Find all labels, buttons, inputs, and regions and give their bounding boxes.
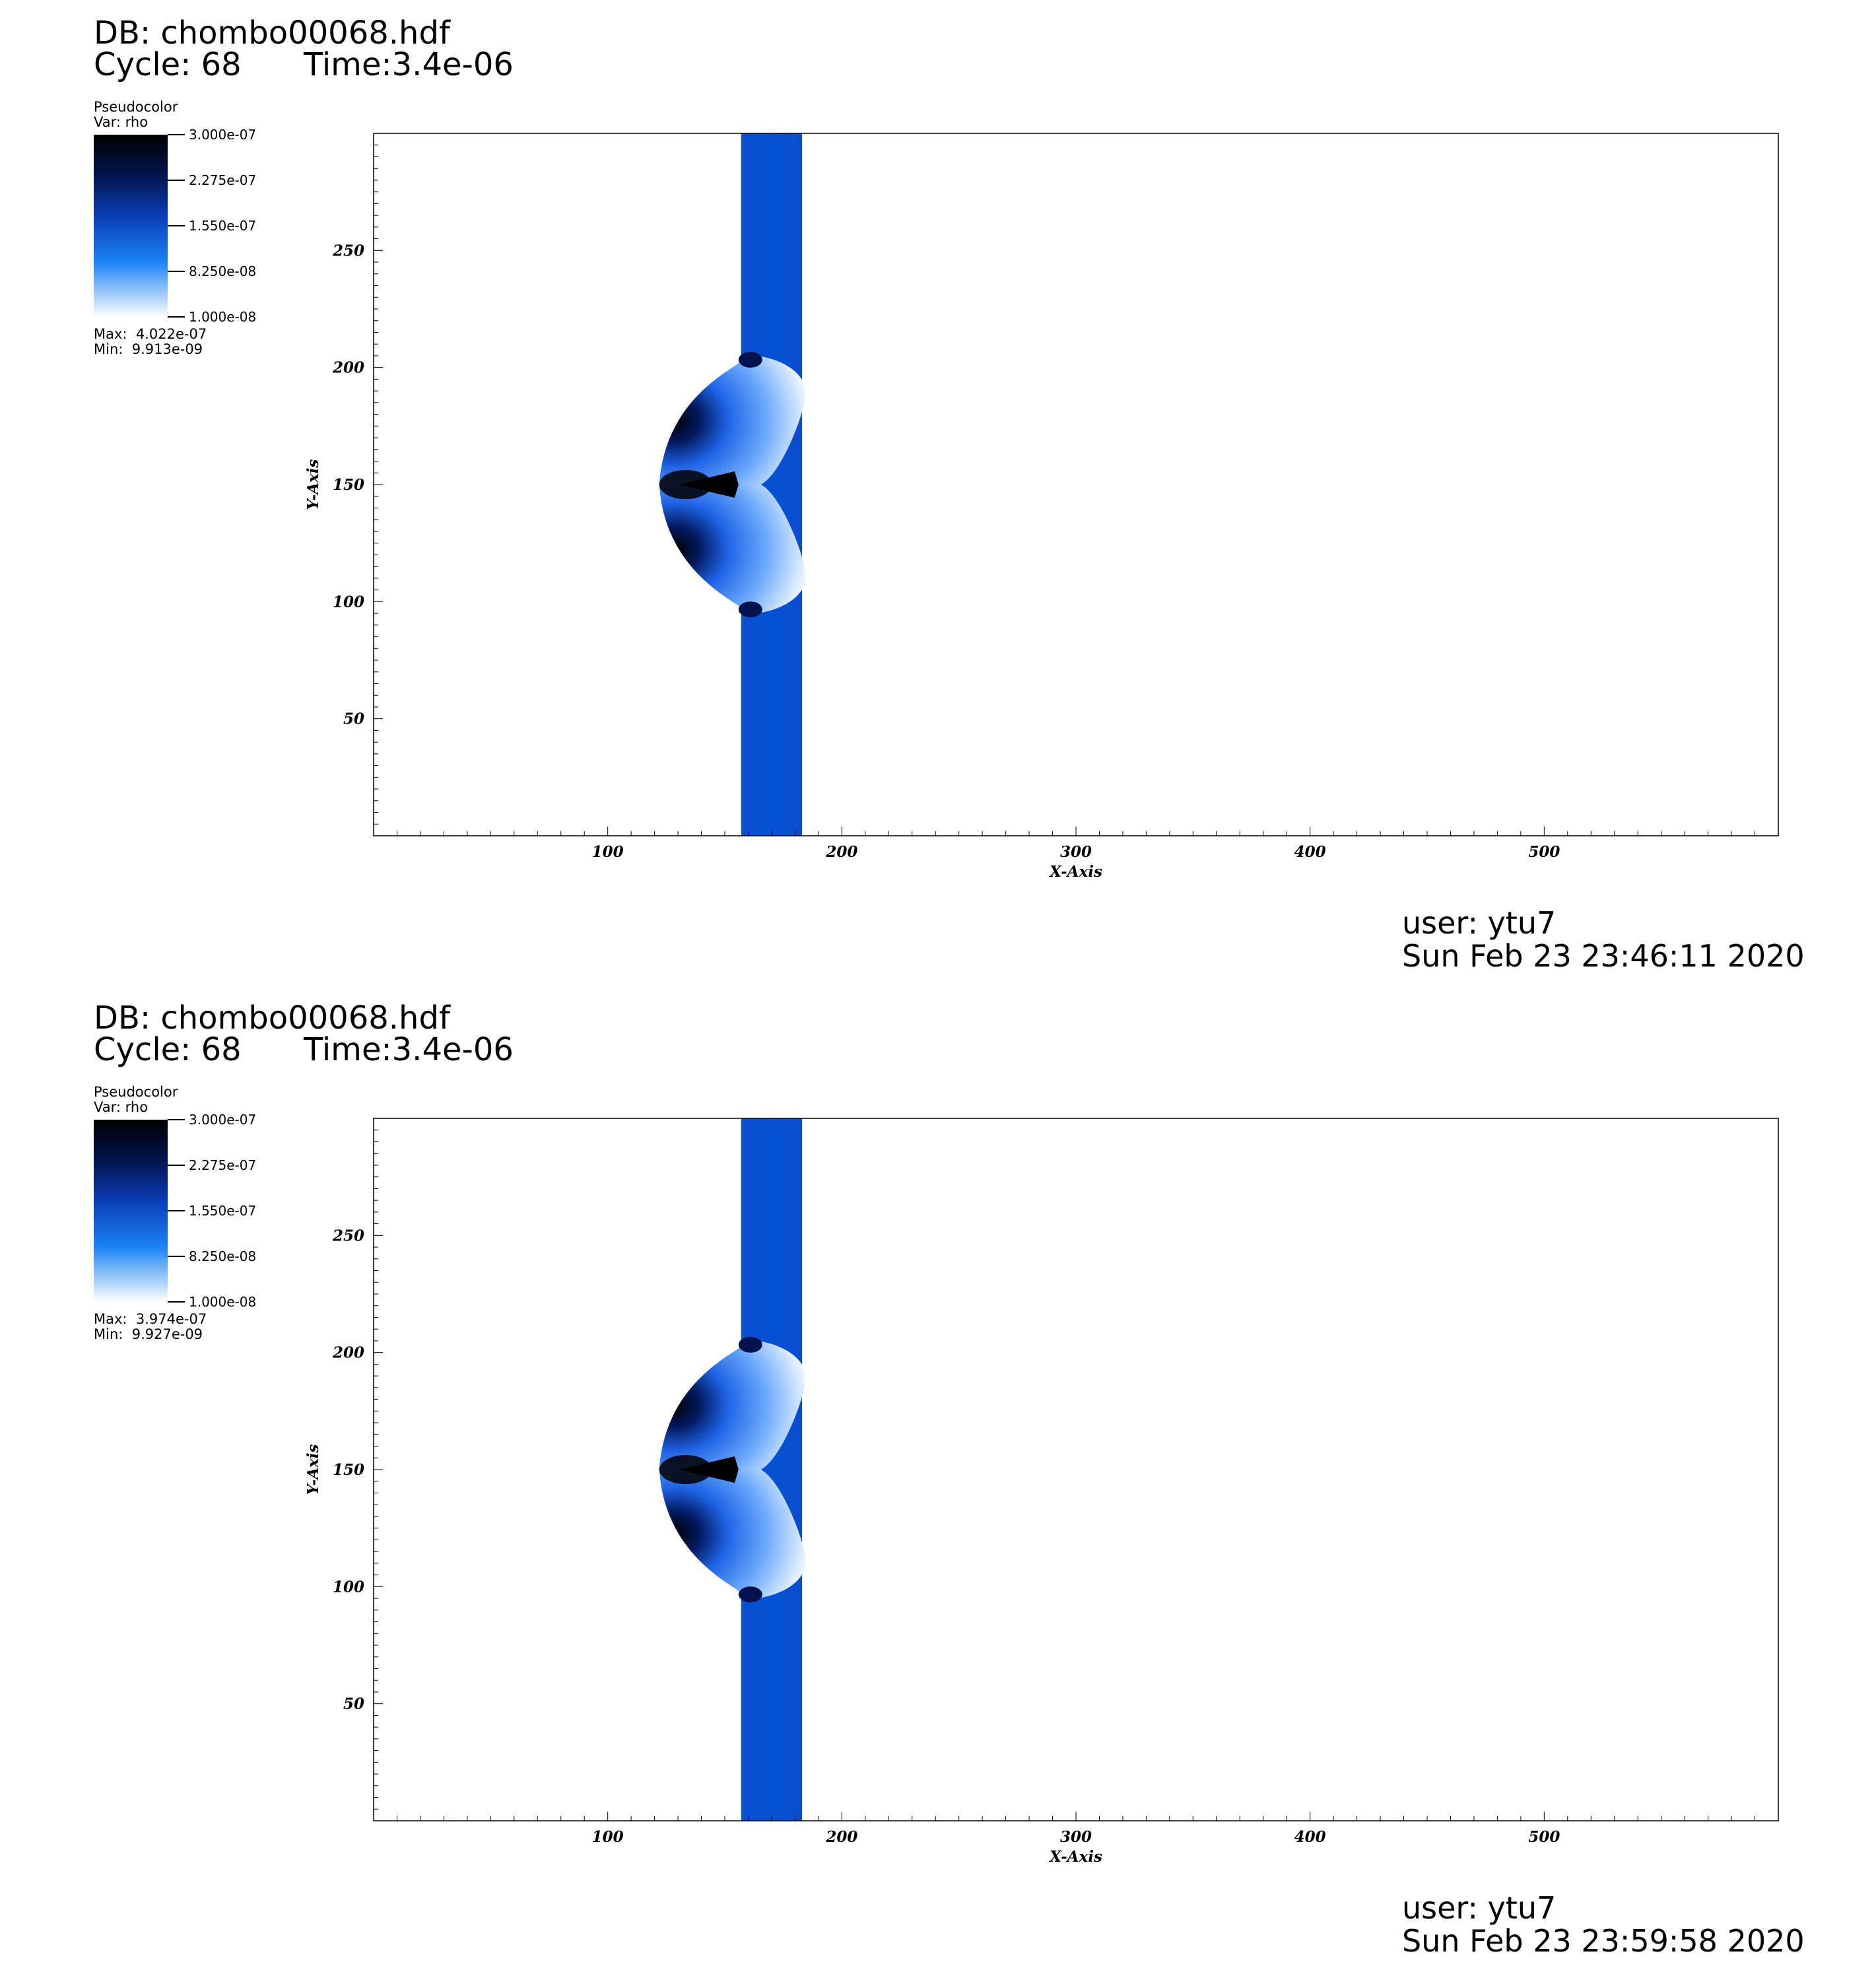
colorbar-tick xyxy=(168,1256,185,1257)
y-tick-label: 200 xyxy=(332,1344,364,1362)
heatmap-plot: 100 200 300 400 500 50 100 150 200 250 X-Axis Y-Axi… xyxy=(304,1118,1779,1866)
dense-cusp-upper xyxy=(738,1336,762,1353)
y-tick-label: 150 xyxy=(333,1461,364,1479)
colorbar-tick xyxy=(168,1301,185,1303)
y-tick-label: 100 xyxy=(333,1578,364,1596)
cycle-label: Cycle: 68 xyxy=(94,1031,242,1068)
legend-variable: Var: rho xyxy=(94,114,149,130)
legend-variable: Var: rho xyxy=(94,1099,149,1115)
bow-lobe-upper xyxy=(659,1340,805,1470)
legend-title: Pseudocolor xyxy=(94,99,178,115)
colorbar-tick xyxy=(168,316,185,318)
bow-lobe-lower xyxy=(659,1470,805,1599)
legend-min: Min: 9.927e-09 xyxy=(94,1326,203,1342)
bow-lobe-lower xyxy=(659,485,805,614)
legend-max-label: Max: xyxy=(94,326,127,342)
legend-min: Min: 9.913e-09 xyxy=(94,341,203,357)
legend-max: Max: 3.974e-07 xyxy=(94,1311,207,1327)
colorbar-tick xyxy=(168,134,185,135)
date-label: Sun Feb 23 23:59:58 2020 xyxy=(1402,1923,1805,1959)
database-label: DB: chombo00068.hdf xyxy=(94,15,450,51)
y-tick-label: 50 xyxy=(343,1695,364,1713)
dense-filament xyxy=(679,1456,739,1483)
colorbar-tick xyxy=(168,1165,185,1166)
colorbar-tick-label: 8.250e-08 xyxy=(189,1248,257,1264)
dense-filament xyxy=(679,471,739,498)
y-axis-label: Y-Axis xyxy=(304,1444,322,1495)
y-tick-label: 200 xyxy=(332,359,364,377)
colorbar-tick-label: 3.000e-07 xyxy=(189,127,257,143)
colorbar-tick xyxy=(168,1119,185,1120)
legend-title: Pseudocolor xyxy=(94,1084,178,1100)
heatmap-plot: 100 200 300 400 500 50 100 150 200 250 X-Axis Y-Axi… xyxy=(304,133,1779,881)
x-tick-label: 400 xyxy=(1294,843,1326,861)
colorbar-tick-label: 2.275e-07 xyxy=(189,1157,257,1173)
colorbar xyxy=(94,135,168,317)
x-tick-label: 200 xyxy=(825,1828,857,1846)
plot-panel-2: DB: chombo00068.hdf Cycle: 68 Time:3.4e-… xyxy=(0,985,1876,1970)
legend-max-value: 4.022e-07 xyxy=(135,326,207,342)
y-tick-label: 250 xyxy=(332,242,364,259)
colorbar-tick-label: 1.550e-07 xyxy=(189,218,257,234)
x-tick-label: 200 xyxy=(825,843,857,861)
x-tick-label: 300 xyxy=(1060,843,1092,861)
y-axis-label: Y-Axis xyxy=(304,459,322,510)
dense-cusp-lower xyxy=(738,601,762,618)
legend-min-label: Min: xyxy=(94,1326,123,1342)
x-axis-label: X-Axis xyxy=(1048,1848,1102,1866)
y-tick-label: 150 xyxy=(333,476,364,494)
legend-min-value: 9.927e-09 xyxy=(131,1326,203,1342)
y-tick-label: 100 xyxy=(333,593,364,611)
time-label: Time:3.4e-06 xyxy=(304,1031,514,1068)
dense-cusp-lower xyxy=(738,1586,762,1603)
user-label: user: ytu7 xyxy=(1402,905,1557,941)
legend-max-label: Max: xyxy=(94,1311,127,1327)
x-tick-label: 500 xyxy=(1528,1828,1560,1846)
x-tick-label: 400 xyxy=(1294,1828,1326,1846)
bow-lobe-upper xyxy=(659,355,805,485)
plot-panel-1: DB: chombo00068.hdf Cycle: 68 Time:3.4e-… xyxy=(94,15,1805,974)
colorbar-tick xyxy=(168,180,185,181)
legend-min-label: Min: xyxy=(94,341,123,357)
database-label: DB: chombo00068.hdf xyxy=(94,1000,450,1036)
colorbar-tick-label: 1.000e-08 xyxy=(189,1294,257,1310)
cycle-label: Cycle: 68 xyxy=(94,46,242,83)
legend-min-value: 9.913e-09 xyxy=(131,341,203,357)
date-label: Sun Feb 23 23:46:11 2020 xyxy=(1402,938,1805,974)
colorbar-tick xyxy=(168,1210,185,1211)
x-tick-label: 500 xyxy=(1528,843,1560,861)
x-axis-label: X-Axis xyxy=(1048,863,1102,881)
dense-cusp-upper xyxy=(738,351,762,368)
colorbar-tick-label: 8.250e-08 xyxy=(189,263,257,279)
x-tick-label: 100 xyxy=(592,843,624,861)
x-tick-label: 100 xyxy=(592,1828,624,1846)
user-label: user: ytu7 xyxy=(1402,1890,1557,1926)
plot-background xyxy=(374,1118,1778,1821)
y-tick-label: 250 xyxy=(332,1227,364,1244)
colorbar-tick-label: 1.550e-07 xyxy=(189,1203,257,1219)
time-label: Time:3.4e-06 xyxy=(304,46,514,83)
colorbar-tick-label: 1.000e-08 xyxy=(189,309,257,325)
plot-background xyxy=(374,133,1778,836)
legend-max-value: 3.974e-07 xyxy=(135,1311,207,1327)
y-tick-label: 50 xyxy=(343,710,364,728)
legend-max: Max: 4.022e-07 xyxy=(94,326,207,342)
colorbar xyxy=(94,1120,168,1302)
x-tick-label: 300 xyxy=(1060,1828,1092,1846)
colorbar-tick-label: 2.275e-07 xyxy=(189,172,257,188)
colorbar-tick xyxy=(168,225,185,226)
colorbar-tick xyxy=(168,271,185,272)
colorbar-tick-label: 3.000e-07 xyxy=(189,1112,257,1128)
